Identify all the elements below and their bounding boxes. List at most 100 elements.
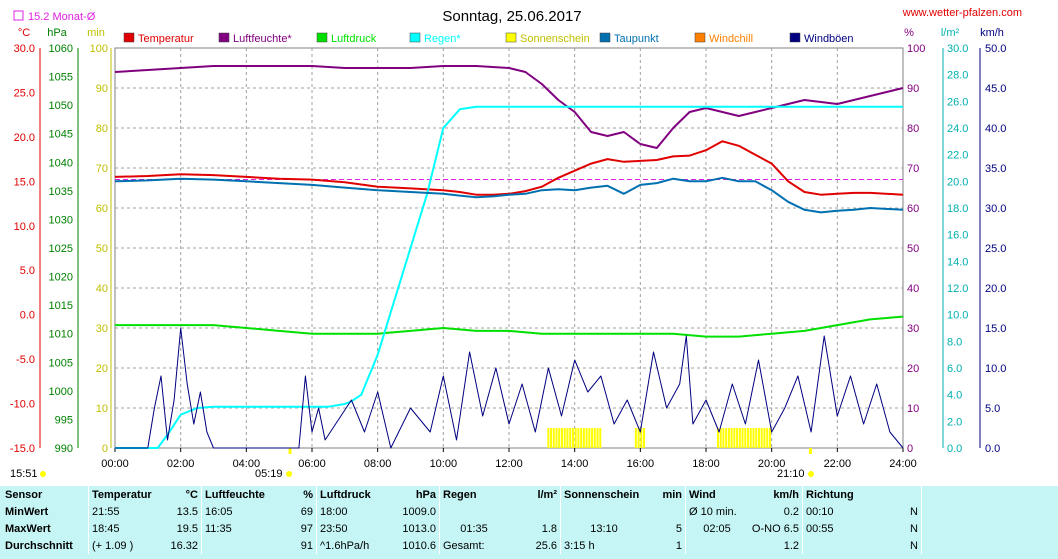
pressure-tick-label: 1020 [49, 272, 73, 284]
humidity-tick-label: 0 [907, 443, 913, 455]
sun-header: Sonnenschein [560, 486, 647, 503]
legend-label: Luftdruck [331, 33, 377, 45]
sunshine-bar [747, 428, 750, 448]
rain-tick-label: 2.0 [947, 416, 962, 428]
row-label: Durchschnitt [5, 539, 73, 552]
sunshine-bar [566, 428, 569, 448]
series-lines [114, 65, 904, 449]
temperature-tick-label: 20.0 [14, 132, 35, 144]
weather-chart: 00:00 02:00 04:00 06:00 08:00 10:00 12:00 14:00… [10, 7, 1022, 480]
sunshine-bar [593, 428, 596, 448]
hum-unit-header: % [303, 488, 313, 501]
stats-row-avg: Durchschnitt (+ 1.09 ) 16.32 91 ^1.6hPa/… [2, 537, 1058, 554]
pressure-tick-label: 1040 [49, 157, 73, 169]
temperature-tick-label: 0.0 [20, 310, 35, 322]
rain-tick-label: 30.0 [947, 43, 968, 55]
sunshine-bar [760, 428, 763, 448]
x-tick-label: 08:00 [364, 458, 392, 470]
rain-tick-label: 12.0 [947, 283, 968, 295]
sunshine-bar [596, 428, 599, 448]
now-time: 15:51 [10, 468, 38, 480]
press-min-time: 18:00 [316, 503, 389, 520]
rain-tick-label: 24.0 [947, 123, 968, 135]
rain-total-value: 25.6 [535, 539, 557, 552]
wind-min-time: Ø 10 min. [685, 503, 748, 520]
hum-avg-value: 91 [300, 539, 313, 552]
rain-tick-label: 22.0 [947, 150, 968, 162]
stats-header-row: Sensor Temperatur °C Luftfeuchte % Luftd… [2, 486, 1058, 503]
x-tick-label: 16:00 [627, 458, 655, 470]
sunshine-bar [736, 428, 739, 448]
monthly-avg-label: 15.2 Monat-Ø [28, 11, 96, 23]
pressure-tick-label: 1045 [49, 129, 73, 141]
sunshine-tick-label: 40 [96, 283, 108, 295]
legend-swatch [599, 32, 611, 43]
sunshine-bar [580, 428, 583, 448]
sunshine-tick-label: 20 [96, 363, 108, 375]
pressure-tick-label: 1055 [49, 72, 73, 84]
sunshine-bar [738, 428, 741, 448]
sun-time-marker [288, 448, 292, 454]
humidity-tick-label: 40 [907, 283, 919, 295]
pressure-tick-label: 995 [55, 414, 73, 426]
website-link[interactable]: www.wetter-pfalzen.com [902, 7, 1022, 19]
sunrise-icon [286, 471, 292, 477]
sunshine-bar [755, 428, 758, 448]
monthly-avg-icon [13, 10, 24, 21]
wind-header: Wind [685, 486, 748, 503]
humidity-tick-label: 10 [907, 403, 919, 415]
pressure-tick-label: 1050 [49, 100, 73, 112]
sunshine-bar [757, 428, 760, 448]
rain-tick-label: 14.0 [947, 256, 968, 268]
sunshine-tick-label: 80 [96, 123, 108, 135]
wind-tick-label: 30.0 [985, 203, 1006, 215]
wind-tick-label: 20.0 [985, 283, 1006, 295]
dir-min-time: 00:10 [802, 503, 901, 520]
sunshine-bar [555, 428, 558, 448]
rain-max-value: 1.8 [541, 522, 557, 535]
legend-swatch [218, 32, 230, 43]
sun-min-time [560, 503, 647, 520]
sunshine-bars [547, 428, 771, 448]
dir-header: Richtung [802, 486, 901, 503]
temperature-tick-label: 10.0 [14, 221, 35, 233]
pressure-tick-label: 1035 [49, 186, 73, 198]
x-tick-label: 18:00 [692, 458, 720, 470]
x-tick-label: 12:00 [495, 458, 523, 470]
sunshine-bar [744, 428, 747, 448]
x-tick-label: 06:00 [298, 458, 326, 470]
humidity-unit-label: % [904, 27, 914, 39]
stats-row-min: MinWert 21:55 13.5 16:05 69 18:00 1009.0… [2, 503, 1058, 520]
sensor-header: Sensor [5, 488, 43, 501]
sunshine-bar [637, 428, 640, 448]
legend: Temperatur Luftfeuchte* Luftdruck Regen* Son… [123, 32, 854, 45]
x-tick-label: 04:00 [233, 458, 261, 470]
now-sun-icon [40, 471, 46, 477]
sun-avg-value: 1 [675, 539, 682, 552]
sunshine-bar [585, 428, 588, 448]
dir-min-value: N [910, 505, 918, 518]
sun-min-value [647, 503, 686, 520]
sunshine-bar [725, 428, 728, 448]
wind-tick-label: 40.0 [985, 123, 1006, 135]
sunshine-bar [558, 428, 561, 448]
pressure-tick-label: 1010 [49, 329, 73, 341]
stats-table: Sensor Temperatur °C Luftfeuchte % Luftd… [2, 486, 1058, 554]
sunshine-tick-label: 60 [96, 203, 108, 215]
legend-label: Regen* [424, 33, 461, 45]
wind-max-time: 02:05 [685, 520, 748, 537]
pressure-tick-label: 1000 [49, 386, 73, 398]
sunshine-bar [643, 428, 646, 448]
humidity-tick-label: 80 [907, 123, 919, 135]
sunset-icon [808, 471, 814, 477]
press-max-value: 1013.0 [402, 522, 436, 535]
pressure-tick-label: 1060 [49, 43, 73, 55]
sunshine-bar [634, 428, 637, 448]
wind-tick-label: 0.0 [985, 443, 1000, 455]
sunshine-tick-label: 90 [96, 83, 108, 95]
x-tick-label: 14:00 [561, 458, 589, 470]
series-line [114, 65, 904, 149]
x-tick-label: 02:00 [167, 458, 195, 470]
series-line [115, 105, 903, 449]
dir-avg-time [802, 537, 901, 554]
